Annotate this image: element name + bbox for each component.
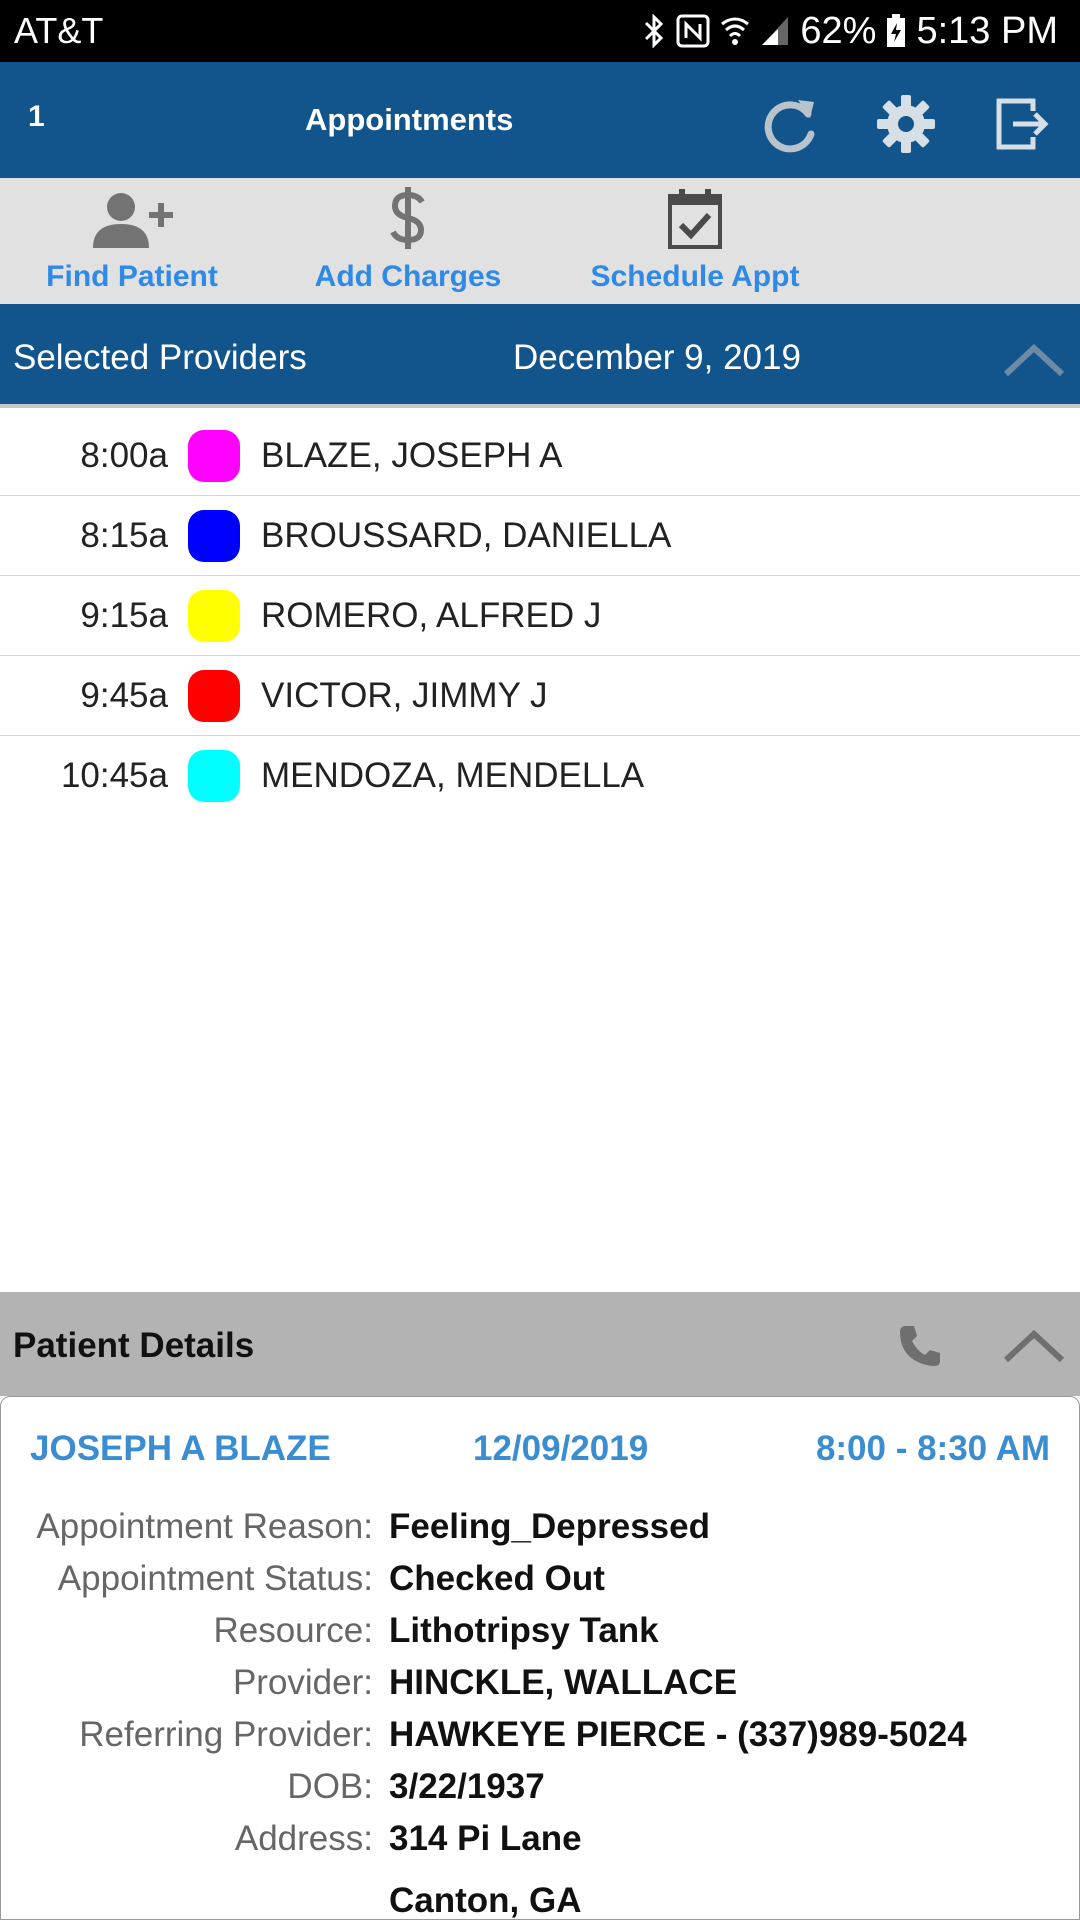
status-color-dot xyxy=(188,509,240,562)
appointment-reason-row: Appointment Reason: Feeling_Depressed xyxy=(1,1507,1079,1557)
refresh-icon xyxy=(764,100,815,153)
appointment-time-range: 8:00 - 8:30 AM xyxy=(815,1429,1050,1468)
appointment-time: 9:45a xyxy=(80,675,168,715)
status-icons: 62% 5:13 PM xyxy=(642,8,1058,54)
appointment-time: 9:15a xyxy=(80,595,168,635)
field-value: HAWKEYE PIERCE - (337)989-5024 xyxy=(389,1715,967,1754)
appointment-row[interactable]: 10:45a MENDOZA, MENDELLA xyxy=(0,736,1080,816)
signal-icon xyxy=(760,15,790,47)
appointment-row[interactable]: 9:15a ROMERO, ALFRED J xyxy=(0,576,1080,656)
address-line-2-row: Canton, GA xyxy=(1,1881,1079,1920)
add-charges-label: Add Charges xyxy=(314,260,502,293)
patient-name: ROMERO, ALFRED J xyxy=(261,595,602,635)
selected-providers-button[interactable]: Selected Providers xyxy=(13,338,307,377)
provider-row: Provider: HINCKLE, WALLACE xyxy=(1,1663,1079,1713)
patient-name: BLAZE, JOSEPH A xyxy=(261,435,563,475)
app-bar: 1 Appointments xyxy=(0,62,1080,178)
field-value: Feeling_Depressed xyxy=(389,1507,710,1546)
status-bar: AT&T 62% 5:13 PM xyxy=(0,0,1080,62)
dollar-icon xyxy=(388,178,428,250)
field-value: Checked Out xyxy=(389,1559,605,1598)
find-patient-label: Find Patient xyxy=(46,260,218,293)
address-row: Address: 314 Pi Lane xyxy=(1,1819,1079,1869)
field-value: HINCKLE, WALLACE xyxy=(389,1663,738,1702)
patient-name: BROUSSARD, DANIELLA xyxy=(261,515,672,555)
appointment-status-row: Appointment Status: Checked Out xyxy=(1,1559,1079,1609)
appointment-time: 8:00a xyxy=(80,435,168,475)
nfc-icon xyxy=(676,14,710,48)
patient-name-link[interactable]: JOSEPH A BLAZE xyxy=(30,1429,331,1468)
field-value: Canton, GA xyxy=(389,1881,582,1920)
appointment-count: 1 xyxy=(28,100,45,133)
appointment-row[interactable]: 8:00a BLAZE, JOSEPH A xyxy=(0,416,1080,496)
resource-row: Resource: Lithotripsy Tank xyxy=(1,1611,1079,1661)
patient-name: MENDOZA, MENDELLA xyxy=(261,756,645,795)
bluetooth-icon xyxy=(642,14,666,48)
field-label: Referring Provider: xyxy=(79,1715,373,1754)
field-label: Appointment Status: xyxy=(57,1559,373,1598)
patient-summary: JOSEPH A BLAZE 12/09/2019 8:00 - 8:30 AM xyxy=(1,1429,1079,1479)
patient-name: VICTOR, JIMMY J xyxy=(261,675,548,715)
schedule-appt-label: Schedule Appt xyxy=(590,260,800,293)
appointment-row[interactable]: 8:15a BROUSSARD, DANIELLA xyxy=(0,496,1080,576)
patient-details-header: Patient Details xyxy=(0,1292,1080,1396)
logout-icon xyxy=(996,98,1049,150)
status-color-dot xyxy=(188,669,240,722)
chevron-up-icon[interactable] xyxy=(1002,340,1066,380)
patient-details-card: JOSEPH A BLAZE 12/09/2019 8:00 - 8:30 AM… xyxy=(0,1396,1080,1920)
add-person-icon xyxy=(91,178,173,250)
appointment-time: 8:15a xyxy=(80,515,168,555)
status-color-dot xyxy=(188,589,240,642)
field-label: DOB: xyxy=(287,1767,373,1806)
add-charges-button[interactable]: Add Charges xyxy=(315,178,501,304)
logout-button[interactable] xyxy=(990,92,1054,156)
patient-details-title: Patient Details xyxy=(13,1326,255,1365)
refresh-button[interactable] xyxy=(758,92,822,156)
calendar-check-icon xyxy=(667,178,723,250)
schedule-date[interactable]: December 9, 2019 xyxy=(513,338,801,377)
action-toolbar: Find Patient Add Charges Schedule Appt xyxy=(0,178,1080,304)
field-label: Resource: xyxy=(213,1611,373,1650)
provider-bar: Selected Providers December 9, 2019 xyxy=(0,304,1080,408)
phone-icon[interactable] xyxy=(896,1322,944,1370)
field-label: Appointment Reason: xyxy=(36,1507,373,1546)
wifi-icon xyxy=(720,14,750,48)
clock: 5:13 PM xyxy=(916,9,1058,52)
chevron-up-icon[interactable] xyxy=(1002,1326,1066,1366)
field-value: 3/22/1937 xyxy=(389,1767,545,1806)
carrier-label: AT&T xyxy=(14,10,104,51)
battery-charging-icon xyxy=(886,14,906,48)
field-label: Provider: xyxy=(232,1663,373,1702)
field-value: 314 Pi Lane xyxy=(389,1819,582,1858)
appointment-list: 8:00a BLAZE, JOSEPH A 8:15a BROUSSARD, D… xyxy=(0,416,1080,816)
referring-provider-row: Referring Provider: HAWKEYE PIERCE - (33… xyxy=(1,1715,1079,1765)
settings-button[interactable] xyxy=(874,92,938,156)
field-value: Lithotripsy Tank xyxy=(389,1611,659,1650)
find-patient-button[interactable]: Find Patient xyxy=(46,178,218,304)
appointment-date: 12/09/2019 xyxy=(473,1429,649,1468)
status-color-dot xyxy=(188,750,240,802)
page-title: Appointments xyxy=(305,102,514,137)
gear-icon xyxy=(877,95,935,153)
status-color-dot xyxy=(188,429,240,482)
appointment-time: 10:45a xyxy=(60,756,168,795)
field-label: Address: xyxy=(234,1819,373,1858)
appointment-row[interactable]: 9:45a VICTOR, JIMMY J xyxy=(0,656,1080,736)
dob-row: DOB: 3/22/1937 xyxy=(1,1767,1079,1817)
battery-percent: 62% xyxy=(800,9,877,52)
schedule-appt-button[interactable]: Schedule Appt xyxy=(590,178,800,304)
